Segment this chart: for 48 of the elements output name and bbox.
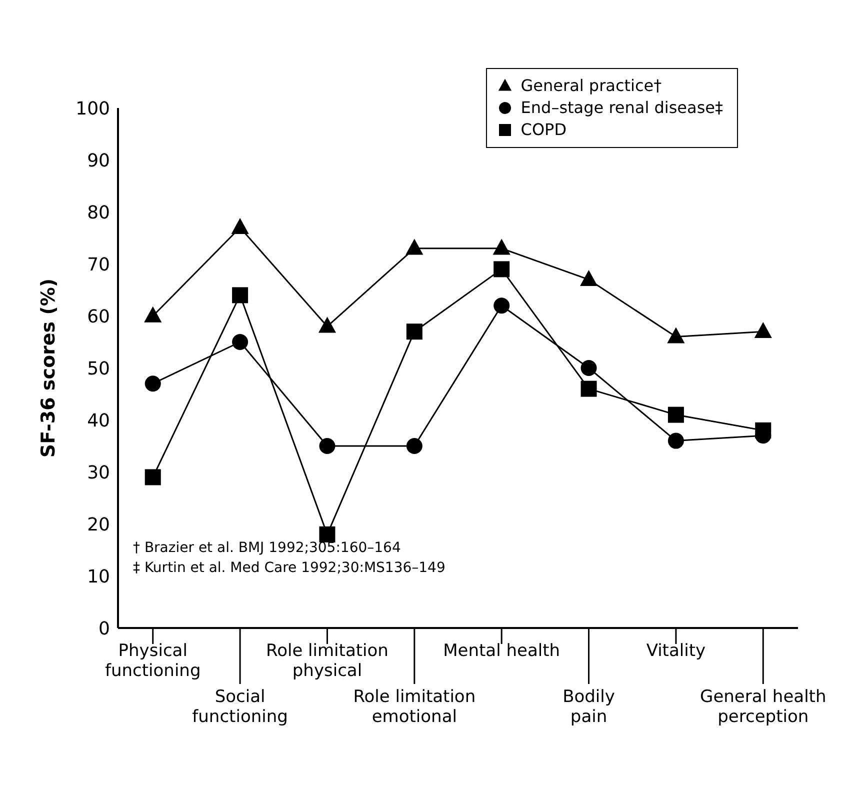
- x-tick-label: Bodily pain: [562, 687, 615, 727]
- y-tick-label: 0: [98, 618, 110, 640]
- x-tick-label: Social functioning: [192, 687, 288, 727]
- point: [667, 327, 685, 344]
- point: [406, 438, 422, 454]
- y-tick-label: 90: [87, 150, 110, 172]
- x-tick-label: Physical functioning: [105, 641, 201, 681]
- point: [144, 306, 162, 322]
- point: [406, 238, 424, 255]
- point: [232, 287, 248, 304]
- point: [319, 438, 336, 454]
- y-tick-label: 20: [87, 514, 110, 536]
- y-tick-label: 70: [87, 254, 110, 276]
- point: [492, 238, 510, 255]
- point: [668, 406, 684, 423]
- annotation: † Brazier et al. BMJ 1992;305:160–164: [133, 539, 402, 558]
- point: [232, 334, 248, 350]
- x-tick-label: General health perception: [700, 687, 826, 727]
- point: [318, 316, 336, 333]
- y-tick-label: 80: [87, 202, 110, 224]
- point: [580, 380, 597, 397]
- x-tick-label: Vitality: [646, 641, 706, 661]
- annotation: ‡ Kurtin et al. Med Care 1992;30:MS136–149: [133, 559, 446, 578]
- y-tick-label: 30: [87, 462, 110, 484]
- y-tick-label: 40: [87, 410, 110, 432]
- x-tick-label: Role limitation physical: [266, 641, 388, 681]
- point: [319, 526, 336, 542]
- legend-label: End–stage renal disease‡: [520, 97, 723, 119]
- point: [755, 422, 772, 438]
- y-tick-label: 50: [87, 358, 110, 380]
- legend-label: COPD: [520, 119, 567, 141]
- y-tick-label: 100: [76, 98, 110, 120]
- y-axis-title: SF-36 scores (%): [38, 278, 60, 458]
- point: [754, 322, 772, 338]
- point: [494, 261, 510, 278]
- x-tick-label: Role limitation emotional: [353, 687, 476, 727]
- point: [406, 324, 422, 340]
- point: [668, 432, 684, 449]
- point: [580, 270, 598, 286]
- point: [494, 298, 510, 314]
- point: [144, 376, 161, 392]
- point: [580, 360, 597, 376]
- point: [144, 469, 161, 486]
- y-tick-label: 60: [87, 306, 110, 328]
- point: [231, 218, 249, 234]
- y-tick-label: 10: [87, 566, 110, 588]
- x-tick-label: Mental health: [443, 641, 560, 661]
- legend-label: General practice†: [520, 75, 662, 97]
